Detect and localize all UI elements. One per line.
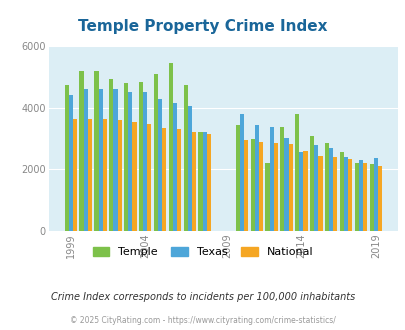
Text: Crime Index corresponds to incidents per 100,000 inhabitants: Crime Index corresponds to incidents per… [51,292,354,302]
Bar [309,136,313,231]
Bar [192,132,196,231]
Bar [269,127,273,231]
Bar [79,71,83,231]
Bar [132,122,136,231]
Bar [343,157,347,231]
Bar [198,132,202,231]
Bar [354,163,358,231]
Text: © 2025 CityRating.com - https://www.cityrating.com/crime-statistics/: © 2025 CityRating.com - https://www.city… [70,315,335,325]
Bar [168,63,173,231]
Bar [147,124,151,231]
Bar [284,138,288,231]
Bar [265,163,269,231]
Bar [177,129,181,231]
Bar [339,152,343,231]
Bar [64,85,68,231]
Bar [288,144,292,231]
Bar [102,118,107,231]
Bar [143,92,147,231]
Bar [358,160,362,231]
Bar [373,158,377,231]
Bar [158,99,162,231]
Bar [113,89,117,231]
Bar [73,118,77,231]
Bar [109,79,113,231]
Bar [68,95,73,231]
Bar [258,142,262,231]
Bar [333,157,337,231]
Bar [324,143,328,231]
Bar [279,127,284,231]
Bar [87,118,92,231]
Bar [117,120,121,231]
Bar [303,151,307,231]
Bar [313,145,318,231]
Bar [250,139,254,231]
Bar [94,71,98,231]
Bar [254,125,258,231]
Bar [377,166,381,231]
Bar [328,148,333,231]
Bar [362,163,366,231]
Bar [128,92,132,231]
Bar [235,125,239,231]
Bar [239,114,243,231]
Bar [187,106,192,231]
Bar [347,159,352,231]
Bar [243,140,247,231]
Bar [298,152,303,231]
Bar [206,134,211,231]
Bar [294,114,298,231]
Text: Temple Property Crime Index: Temple Property Crime Index [78,19,327,34]
Bar [139,82,143,231]
Bar [273,143,277,231]
Bar [162,128,166,231]
Bar [83,89,87,231]
Bar [98,89,102,231]
Bar [202,132,206,231]
Bar [183,85,187,231]
Bar [153,74,158,231]
Bar [124,83,128,231]
Bar [173,103,177,231]
Legend: Temple, Texas, National: Temple, Texas, National [88,242,317,262]
Bar [369,164,373,231]
Bar [318,155,322,231]
